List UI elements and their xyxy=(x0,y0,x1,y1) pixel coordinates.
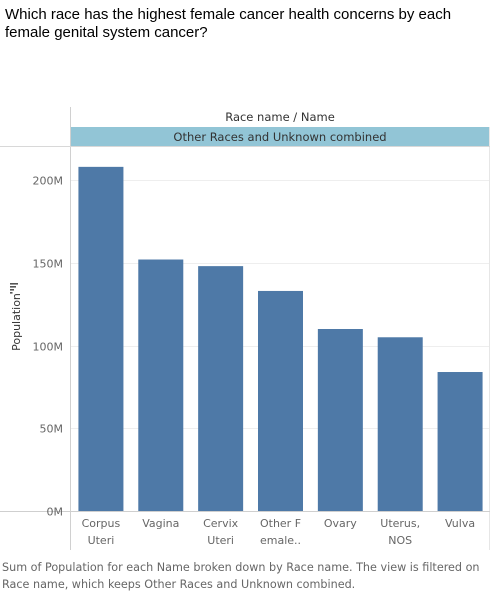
y-axis-title: Population xyxy=(10,283,23,351)
x-tick-label: NOS xyxy=(388,534,412,547)
x-tick-label: emale.. xyxy=(260,534,301,547)
bars xyxy=(78,166,483,511)
y-tick-label: 200M xyxy=(33,175,64,188)
y-tick-label: 150M xyxy=(33,258,64,271)
column-header-title: Race name / Name xyxy=(225,110,335,124)
x-tick-label: Uteri xyxy=(88,534,115,547)
x-tick-label: Cervix xyxy=(203,517,239,530)
x-tick-label: Vulva xyxy=(445,517,475,530)
axis-lines xyxy=(0,107,490,550)
bar[interactable] xyxy=(317,329,363,511)
bar[interactable] xyxy=(78,166,124,511)
bar[interactable] xyxy=(198,266,244,511)
column-header: Race name / Name Other Races and Unknown… xyxy=(71,110,490,146)
y-tick-label: 0M xyxy=(47,506,64,519)
panel-header-band xyxy=(71,127,490,146)
x-axis: Corpus Uteri Vagina Cervix Uteri Other F emale… xyxy=(82,517,475,547)
chart-caption: Sum of Population for each Name broken d… xyxy=(2,561,480,591)
x-tick-label: Other F xyxy=(260,517,301,530)
x-tick-label: Uteri xyxy=(207,534,234,547)
y-tick-label: 50M xyxy=(40,423,64,436)
bar[interactable] xyxy=(377,337,423,511)
bar[interactable] xyxy=(258,290,303,511)
bar[interactable] xyxy=(138,259,184,511)
y-tick-label: 100M xyxy=(33,341,64,354)
bar[interactable] xyxy=(437,372,483,511)
x-tick-label: Uterus, xyxy=(380,517,420,530)
y-axis-label: Population xyxy=(10,293,23,351)
question-title: Which race has the highest female cancer… xyxy=(5,6,452,41)
x-tick-label: Vagina xyxy=(142,517,179,530)
x-tick-label: Corpus xyxy=(82,517,121,530)
sort-icon[interactable] xyxy=(10,283,18,294)
y-axis: 0M 50M 100M 150M 200M xyxy=(33,175,64,519)
x-tick-label: Ovary xyxy=(324,517,357,530)
panel-label: Other Races and Unknown combined xyxy=(173,130,386,144)
